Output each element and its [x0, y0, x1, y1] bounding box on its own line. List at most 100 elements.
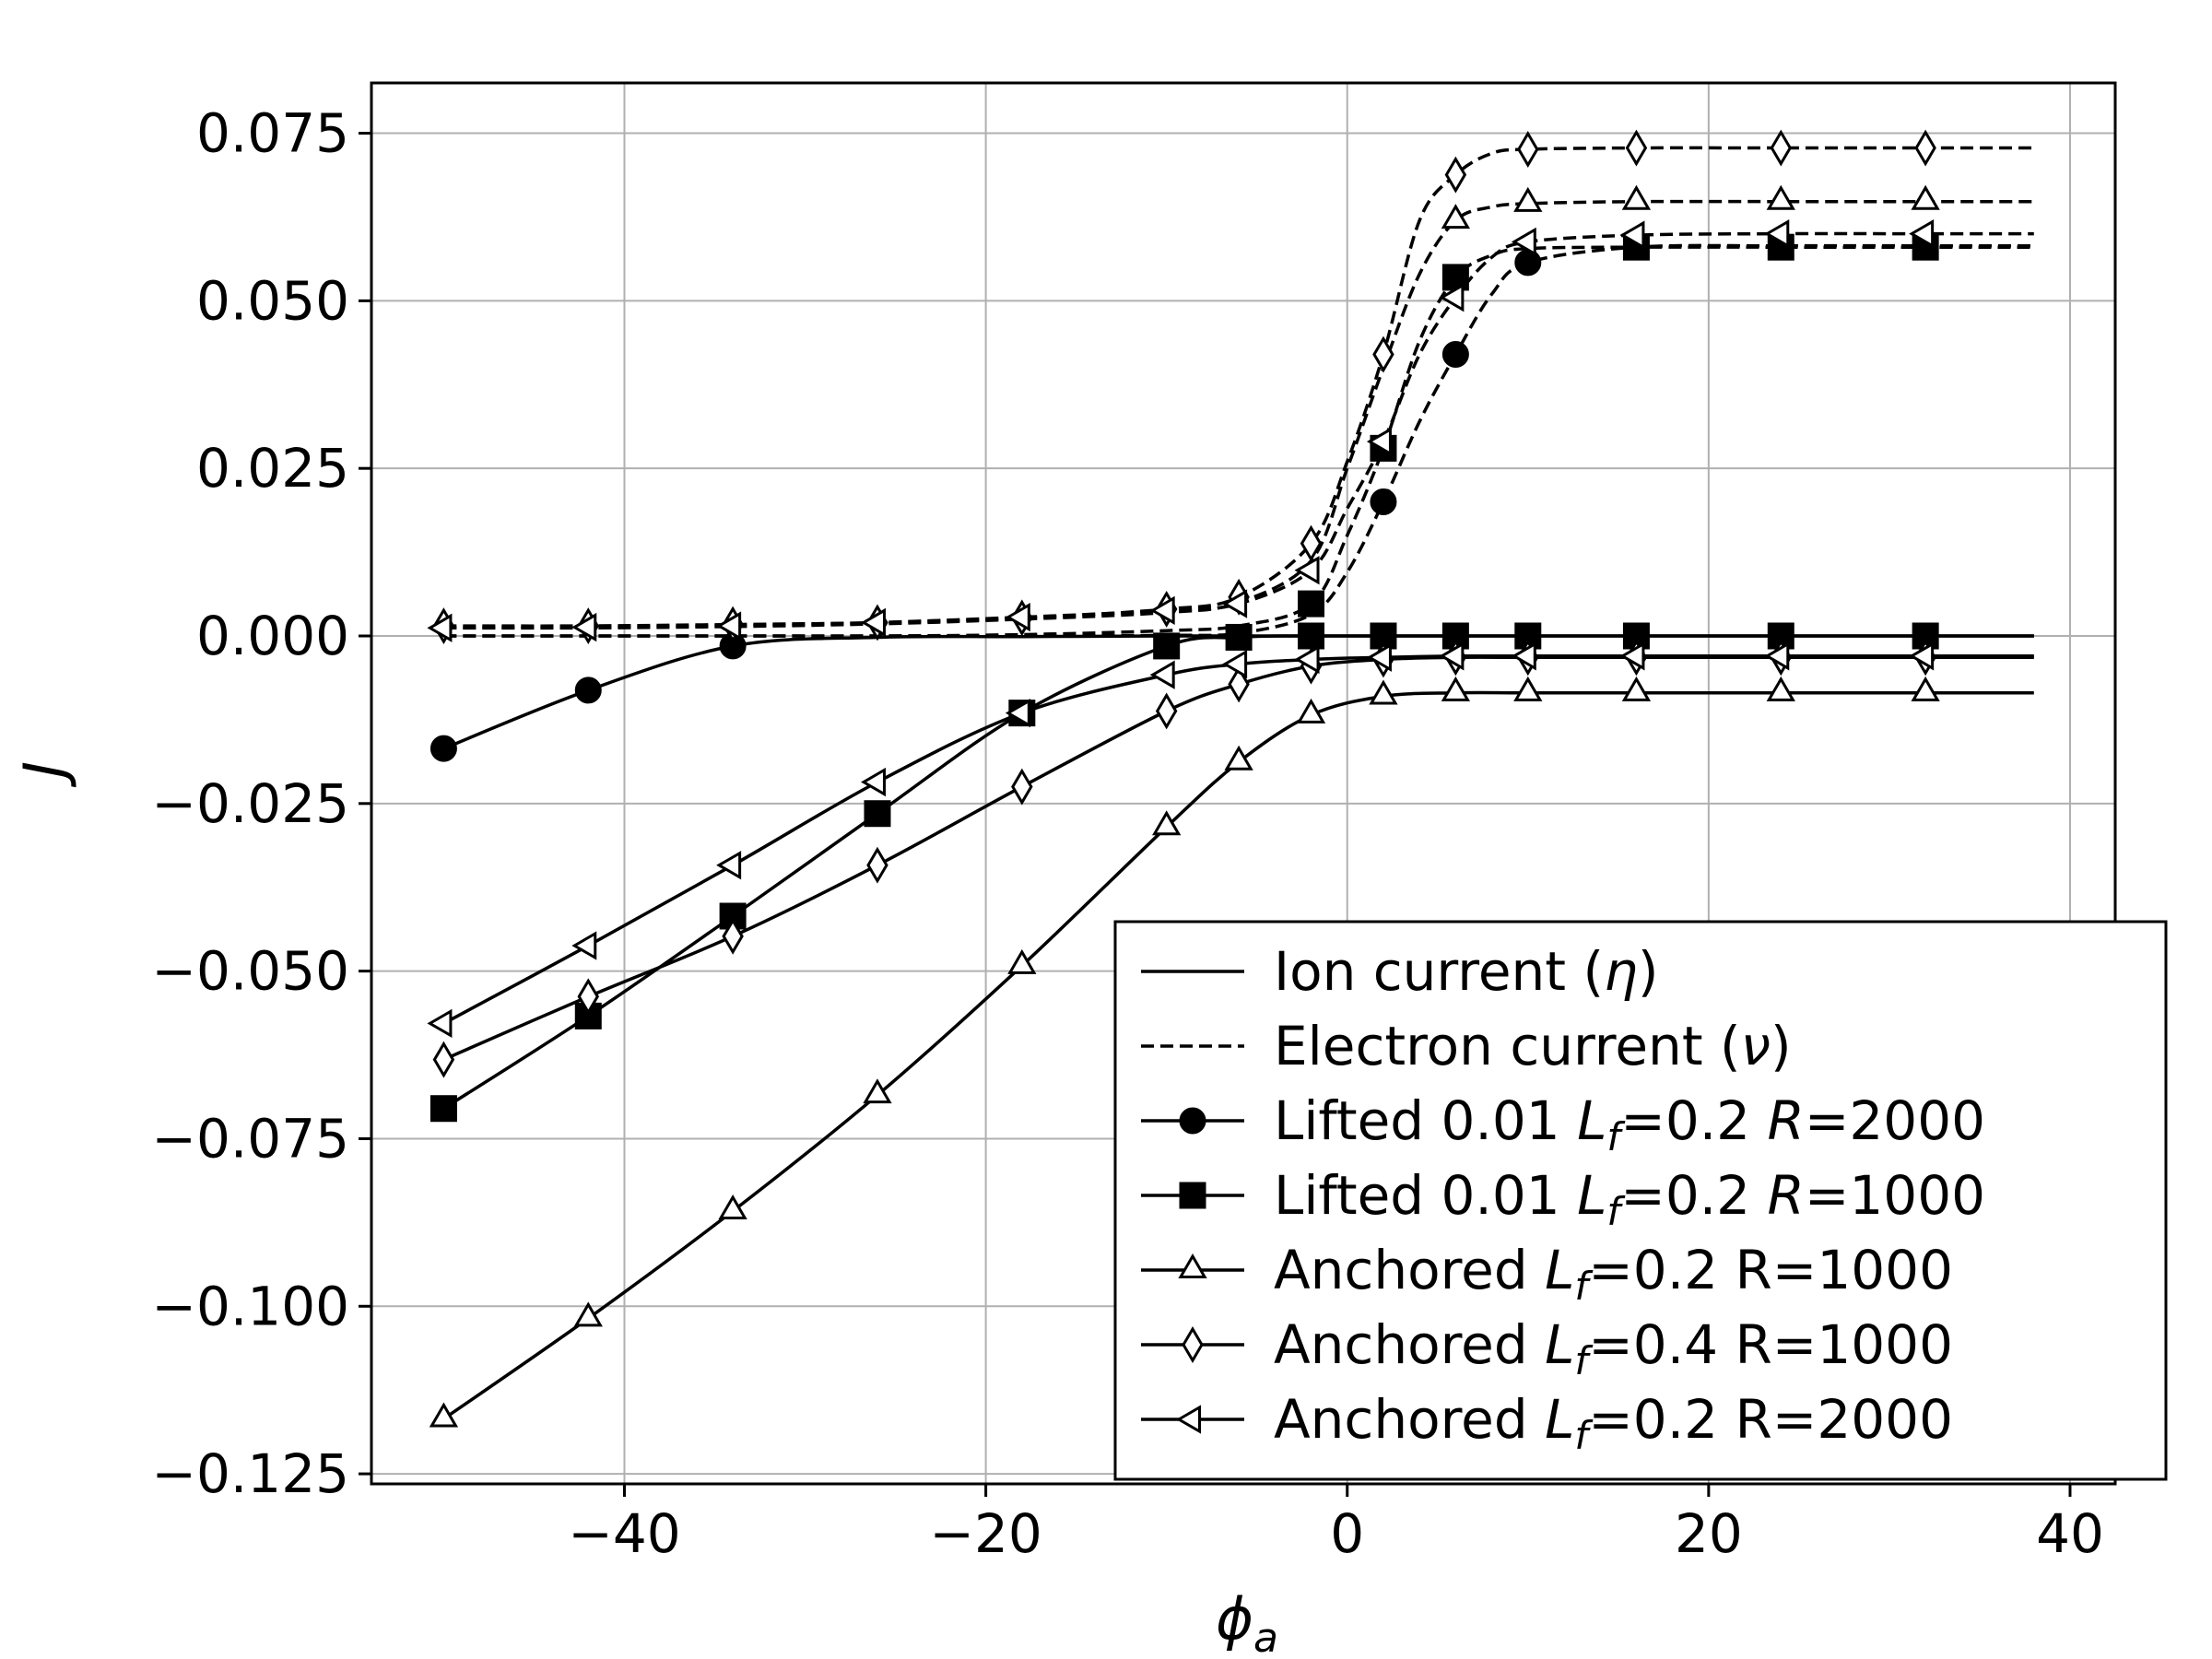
- series-9-point-6: [1222, 589, 1248, 618]
- legend: Ion current (η) Electron current (ν) Lifte…: [1113, 920, 2168, 1481]
- legend-marker: [1176, 1405, 1201, 1434]
- legend-label: Lifted 0.01 Lf=0.2 R=1000: [1274, 1164, 1985, 1234]
- series-6-point-3: [866, 846, 888, 884]
- legend-marker: [1179, 1182, 1206, 1209]
- x-axis-label: ϕa: [1216, 1585, 1278, 1659]
- legend-label-part: Anchored: [1274, 1388, 1545, 1451]
- series-2-point-3: [864, 800, 891, 828]
- series-9-point-12: [1764, 218, 1790, 249]
- y-tick-label: 0.075: [196, 102, 349, 165]
- series-5-point-1: [1513, 186, 1543, 212]
- series-7-point-10: [1517, 131, 1539, 168]
- series-2-point-6: [1225, 623, 1253, 651]
- x-axis-label-sub: a: [1253, 1615, 1278, 1659]
- series-7-point-12: [1770, 129, 1793, 167]
- legend-entry-5: Anchored Lf=0.4 R=1000: [1141, 1313, 1953, 1383]
- legend-marker: [1179, 1107, 1206, 1135]
- series-8-point-5: [1149, 660, 1175, 689]
- series-6-point-2: [722, 917, 744, 955]
- x-tick-label: −20: [929, 1502, 1041, 1565]
- series-8-point-4: [1005, 698, 1030, 728]
- legend-label: Lifted 0.01 Lf=0.2 R=2000: [1274, 1089, 1985, 1159]
- series-4-point-10: [1513, 676, 1543, 701]
- y-tick-label: −0.050: [151, 940, 349, 1003]
- series-9-point-8: [1366, 427, 1392, 456]
- y-tick-label: −0.125: [151, 1442, 349, 1505]
- y-tick-label: −0.075: [151, 1107, 349, 1170]
- series-1-point-0: [1370, 488, 1397, 516]
- series-3-point-0: [1298, 590, 1325, 618]
- legend-marker: [1182, 1326, 1204, 1363]
- legend-label-part: ν: [1741, 1015, 1771, 1077]
- series-2-point-5: [1153, 632, 1181, 660]
- series-9-point-1: [571, 612, 597, 642]
- series-line-3: [443, 245, 2034, 638]
- legend-label-part: Lifted 0.01: [1274, 1164, 1577, 1227]
- series-4-point-1: [573, 1301, 603, 1327]
- legend-label-part: ): [1771, 1015, 1792, 1077]
- series-0-point-0: [429, 735, 457, 762]
- series-7-point-11: [1625, 129, 1648, 167]
- series-8-point-12: [1764, 641, 1790, 671]
- legend-entry-3: Lifted 0.01 Lf=0.2 R=1000: [1141, 1164, 1985, 1234]
- series-8-point-6: [1222, 649, 1248, 679]
- series-0-point-1: [574, 677, 602, 704]
- y-tick-label: 0.050: [196, 269, 349, 332]
- series-4-point-4: [1007, 948, 1037, 974]
- series-6-point-1: [577, 978, 600, 1016]
- series-7-point-13: [1914, 129, 1936, 167]
- legend-label-part: =1000: [1805, 1164, 1985, 1227]
- series-4-point-6: [1224, 745, 1253, 771]
- y-tick-label: −0.025: [151, 772, 349, 835]
- series-8-point-11: [1619, 641, 1645, 671]
- legend-label: Anchored Lf=0.2 R=2000: [1274, 1388, 1953, 1458]
- series-7-point-9: [1444, 156, 1467, 194]
- y-tick-label: 0.025: [196, 437, 349, 500]
- series-6-point-0: [432, 1041, 455, 1078]
- series-2-point-0: [429, 1095, 457, 1123]
- series-line-9: [443, 231, 2034, 630]
- legend-label-part: L: [1545, 1313, 1574, 1376]
- legend-entry-1: Electron current (ν): [1141, 1015, 1792, 1077]
- series-9-point-2: [716, 611, 742, 641]
- series-9-point-7: [1294, 556, 1320, 585]
- legend-label-part: Ion current (: [1274, 940, 1604, 1003]
- series-5-point-3: [1766, 184, 1795, 210]
- series-4-point-3: [863, 1078, 892, 1104]
- legend-label-part: =0.2: [1620, 1164, 1767, 1227]
- series-4-point-7: [1296, 698, 1326, 724]
- legend-label-part: =0.4 R=1000: [1588, 1313, 1953, 1376]
- x-tick-label: 0: [1330, 1502, 1364, 1565]
- series-8-point-3: [860, 767, 886, 797]
- legend-label-part: =2000: [1805, 1089, 1985, 1152]
- series-4-point-9: [1441, 676, 1471, 701]
- legend-label-part: =0.2: [1620, 1089, 1767, 1152]
- series-9-point-0: [427, 613, 453, 642]
- legend-label-part: Electron current (: [1274, 1015, 1741, 1077]
- legend-label-part: =0.2 R=1000: [1588, 1239, 1953, 1301]
- series-9-point-3: [860, 607, 886, 638]
- plot-area-frame: [370, 81, 2117, 1486]
- legend-entry-0: Ion current (η): [1141, 940, 1659, 1003]
- series-4-point-5: [1152, 810, 1182, 836]
- series-4-point-0: [429, 1402, 459, 1428]
- series-4-point-12: [1766, 676, 1795, 701]
- series-markers: [427, 129, 1940, 1428]
- series-8-point-9: [1439, 641, 1465, 671]
- series-5-point-0: [1441, 204, 1471, 229]
- series-1-point-2: [1514, 249, 1542, 276]
- series-6-point-5: [1155, 692, 1178, 730]
- legend-label-part: =0.2 R=2000: [1588, 1388, 1953, 1451]
- series-1-point-1: [1441, 341, 1469, 369]
- legend-marker: [1178, 1253, 1207, 1278]
- legend-entry-2: Lifted 0.01 Lf=0.2 R=2000: [1141, 1089, 1985, 1159]
- series-line-7: [443, 146, 2034, 628]
- legend-label-part: Lifted 0.01: [1274, 1089, 1577, 1152]
- series-8-point-7: [1294, 644, 1320, 675]
- legend-label-part: L: [1545, 1239, 1574, 1301]
- y-tick-label: −0.100: [151, 1275, 349, 1337]
- series-8-point-0: [427, 1008, 453, 1039]
- series-9-point-11: [1619, 220, 1645, 250]
- legend-label: Anchored Lf=0.2 R=1000: [1274, 1239, 1953, 1309]
